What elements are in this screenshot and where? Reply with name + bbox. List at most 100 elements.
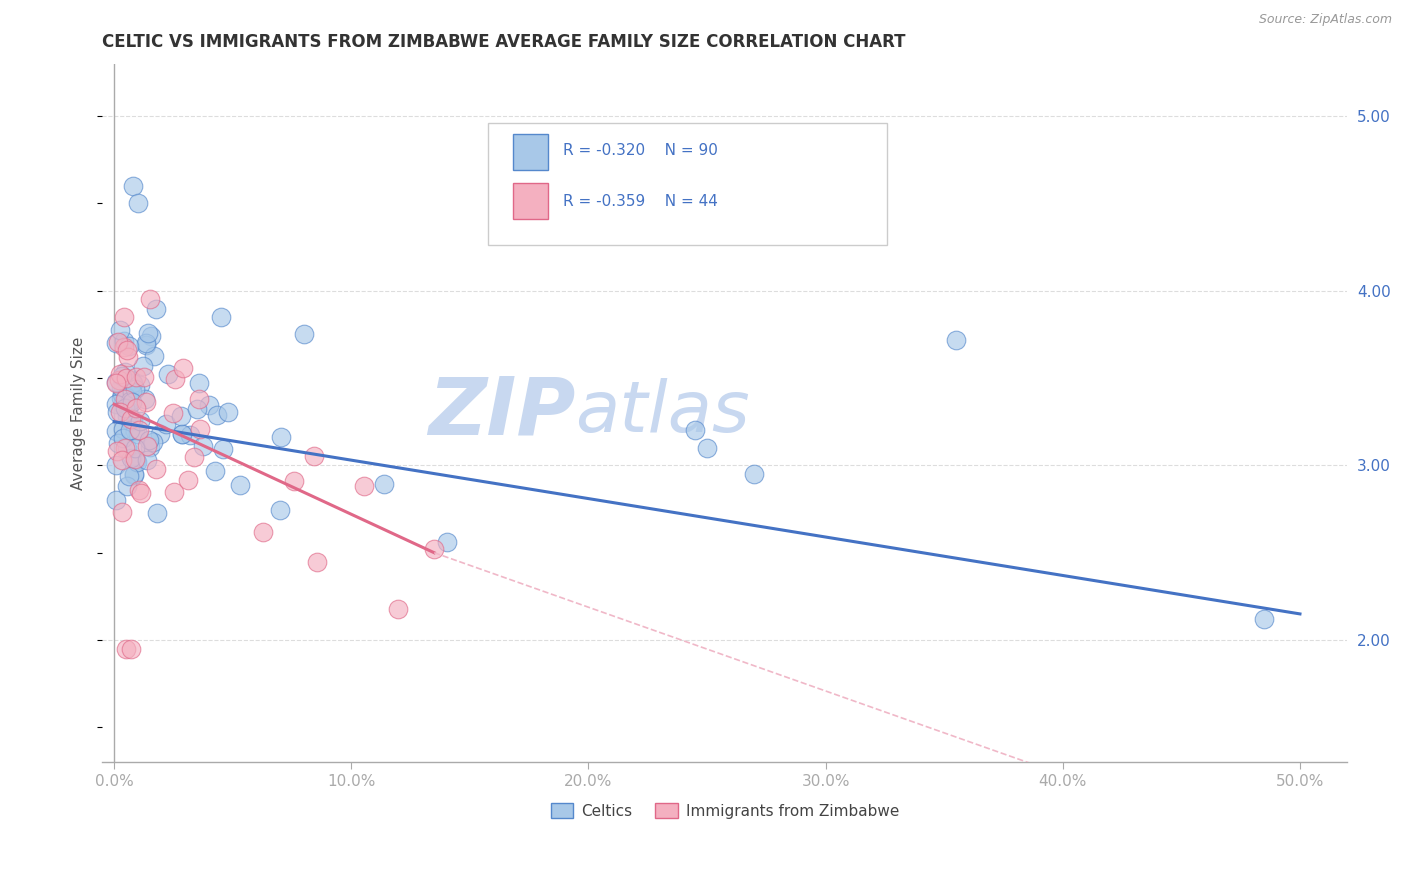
Point bbox=[114, 442, 136, 456]
Point bbox=[163, 372, 186, 386]
Point bbox=[141, 434, 163, 449]
Point bbox=[172, 426, 194, 441]
Point bbox=[127, 196, 149, 211]
FancyBboxPatch shape bbox=[488, 123, 887, 245]
Point bbox=[110, 391, 132, 405]
Point bbox=[121, 384, 143, 399]
Point bbox=[120, 451, 142, 466]
Legend: Celtics, Immigrants from Zimbabwe: Celtics, Immigrants from Zimbabwe bbox=[544, 797, 905, 825]
Point bbox=[122, 467, 145, 482]
Point bbox=[105, 375, 128, 389]
Point bbox=[139, 328, 162, 343]
Point bbox=[107, 435, 129, 450]
Point bbox=[183, 450, 205, 464]
Point bbox=[118, 468, 141, 483]
Point bbox=[134, 392, 156, 406]
Point bbox=[118, 423, 141, 437]
Point bbox=[120, 641, 142, 656]
Point bbox=[138, 433, 160, 447]
Point bbox=[145, 462, 167, 476]
Point bbox=[683, 424, 706, 438]
Point bbox=[115, 641, 138, 656]
Point bbox=[211, 442, 233, 457]
Text: R = -0.320    N = 90: R = -0.320 N = 90 bbox=[562, 144, 718, 159]
Point bbox=[105, 458, 128, 472]
Point bbox=[1253, 612, 1275, 626]
Point bbox=[120, 413, 142, 427]
Point bbox=[124, 370, 146, 384]
Point bbox=[191, 439, 214, 453]
Point bbox=[135, 452, 157, 467]
Point bbox=[111, 505, 134, 519]
Point bbox=[209, 310, 232, 324]
Point bbox=[121, 376, 143, 391]
Point bbox=[146, 506, 169, 520]
Point bbox=[142, 349, 165, 363]
Y-axis label: Average Family Size: Average Family Size bbox=[72, 336, 86, 490]
Point bbox=[124, 382, 146, 396]
Point bbox=[744, 467, 766, 482]
Point bbox=[112, 310, 135, 324]
Point bbox=[120, 373, 142, 387]
Point bbox=[121, 412, 143, 426]
Point bbox=[118, 393, 141, 408]
Point bbox=[105, 444, 128, 458]
Point bbox=[125, 401, 148, 415]
Point bbox=[373, 477, 395, 491]
Point bbox=[172, 361, 194, 376]
Point bbox=[122, 178, 145, 193]
Point bbox=[162, 484, 184, 499]
Point bbox=[110, 387, 132, 401]
Point bbox=[131, 359, 153, 373]
Point bbox=[105, 425, 128, 439]
Point bbox=[107, 335, 129, 350]
Point bbox=[127, 426, 149, 441]
Point bbox=[205, 409, 228, 423]
Point bbox=[122, 467, 145, 481]
Point bbox=[115, 390, 138, 404]
Point bbox=[112, 431, 135, 445]
Point bbox=[162, 406, 184, 420]
Point bbox=[135, 336, 157, 351]
Point bbox=[945, 333, 967, 347]
Text: CELTIC VS IMMIGRANTS FROM ZIMBABWE AVERAGE FAMILY SIZE CORRELATION CHART: CELTIC VS IMMIGRANTS FROM ZIMBABWE AVERA… bbox=[103, 33, 905, 51]
Point bbox=[110, 405, 132, 419]
Point bbox=[115, 479, 138, 493]
Point bbox=[135, 395, 157, 409]
Point bbox=[155, 417, 177, 431]
Point bbox=[129, 378, 152, 392]
Point bbox=[217, 405, 239, 419]
Point bbox=[128, 424, 150, 438]
Point bbox=[111, 453, 134, 467]
Point bbox=[353, 479, 375, 493]
Point bbox=[129, 486, 152, 500]
Point bbox=[115, 441, 138, 455]
Point bbox=[136, 439, 159, 453]
Text: R = -0.359    N = 44: R = -0.359 N = 44 bbox=[562, 194, 718, 209]
Point bbox=[229, 478, 252, 492]
Point bbox=[188, 422, 211, 436]
Point bbox=[124, 424, 146, 438]
Point bbox=[125, 453, 148, 467]
Point bbox=[149, 427, 172, 442]
Point bbox=[187, 392, 209, 407]
Point bbox=[115, 343, 138, 357]
Text: Source: ZipAtlas.com: Source: ZipAtlas.com bbox=[1258, 13, 1392, 27]
Point bbox=[117, 402, 139, 417]
Point bbox=[283, 474, 305, 488]
Point bbox=[112, 334, 135, 348]
Point bbox=[124, 452, 146, 467]
Point bbox=[117, 409, 139, 423]
Point bbox=[132, 370, 155, 384]
Point bbox=[138, 293, 160, 307]
Point bbox=[111, 422, 134, 436]
Point bbox=[110, 380, 132, 394]
Point bbox=[117, 351, 139, 365]
Point bbox=[124, 441, 146, 455]
Point bbox=[696, 441, 718, 455]
Point bbox=[120, 412, 142, 426]
Point bbox=[108, 367, 131, 381]
Point bbox=[108, 323, 131, 337]
Point bbox=[118, 338, 141, 352]
Point bbox=[111, 369, 134, 384]
